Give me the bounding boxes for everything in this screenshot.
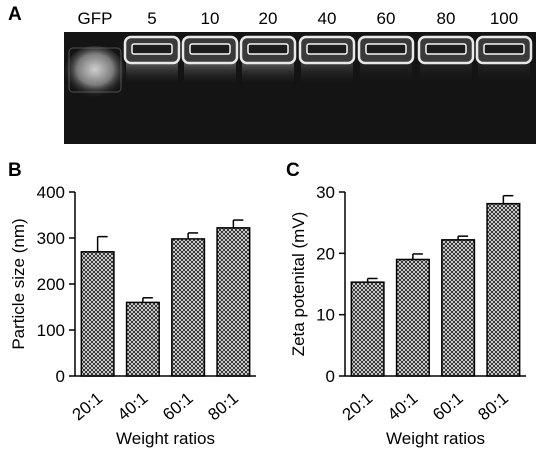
lane-label-1: 5	[147, 9, 157, 28]
lane-label-2: 10	[200, 9, 220, 28]
zeta-potential-chart: 0 10 20 30 Zeta potenital (mV) 20:1 40:1 60:1 80…	[289, 183, 526, 448]
x-tick-label: 20:1	[339, 389, 377, 425]
y-tick-label: 30	[316, 183, 335, 202]
bar-80-1	[216, 227, 251, 377]
bar-60-1	[441, 239, 476, 377]
gel-well-gfp	[68, 47, 122, 93]
panel-b-letter: B	[8, 160, 22, 181]
x-tick-label: 80:1	[474, 389, 512, 425]
gel-panel: A GFP 5 10 20 40 60 80 100	[0, 0, 540, 148]
gel-well-inner-7	[483, 43, 525, 55]
y-tick-label: 0	[326, 367, 335, 386]
gel-well-inner-4	[306, 43, 348, 55]
gel-well-inner-1	[131, 43, 173, 55]
y-tick-label: 400	[37, 183, 65, 202]
y-axis-label: Zeta potenital (mV)	[289, 212, 308, 357]
gel-band-gfp	[65, 46, 125, 98]
x-tick-label: 40:1	[114, 389, 152, 425]
bar-80-1	[486, 202, 521, 377]
x-axis-label: Weight ratios	[386, 429, 485, 448]
panel-c-letter: C	[286, 160, 300, 181]
x-tick-label: 40:1	[384, 389, 422, 425]
lane-label-5: 60	[376, 9, 396, 28]
gel-well-inner-3	[247, 43, 289, 55]
x-tick-label: 20:1	[69, 389, 107, 425]
bar-20-1	[350, 281, 385, 377]
gel-well-inner-2	[189, 43, 231, 55]
x-axis-label: Weight ratios	[116, 429, 215, 448]
x-tick-label: 60:1	[429, 389, 467, 425]
lane-label-7: 100	[489, 9, 519, 28]
y-tick-label: 200	[37, 275, 65, 294]
panel-a-letter: A	[8, 4, 22, 25]
x-tick-label: 80:1	[204, 389, 242, 425]
gel-well-inner-5	[365, 43, 407, 55]
y-axis-label: Particle size (nm)	[9, 218, 28, 349]
y-tick-label: 100	[37, 321, 65, 340]
gel-image	[64, 32, 536, 144]
gel-well-inner-6	[425, 43, 467, 55]
y-tick-label: 20	[316, 244, 335, 263]
particle-size-chart: 0 100 200 300 400 Particle size (nm) 20:1 40:1 6…	[9, 183, 256, 448]
lane-label-6: 80	[436, 9, 456, 28]
bar-60-1	[171, 238, 206, 377]
y-tick-label: 300	[37, 229, 65, 248]
y-tick-label: 10	[316, 306, 335, 325]
bar-40-1	[395, 258, 430, 377]
y-tick-label: 0	[56, 367, 65, 386]
bar-40-1	[125, 301, 160, 377]
lane-label-3: 20	[258, 9, 278, 28]
lane-label-4: 40	[317, 9, 337, 28]
lane-label-0: GFP	[77, 9, 113, 28]
x-tick-label: 60:1	[159, 389, 197, 425]
bar-20-1	[80, 251, 115, 377]
